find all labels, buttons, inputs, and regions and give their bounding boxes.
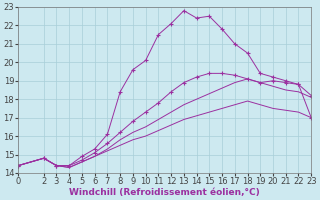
X-axis label: Windchill (Refroidissement éolien,°C): Windchill (Refroidissement éolien,°C) [69, 188, 260, 197]
